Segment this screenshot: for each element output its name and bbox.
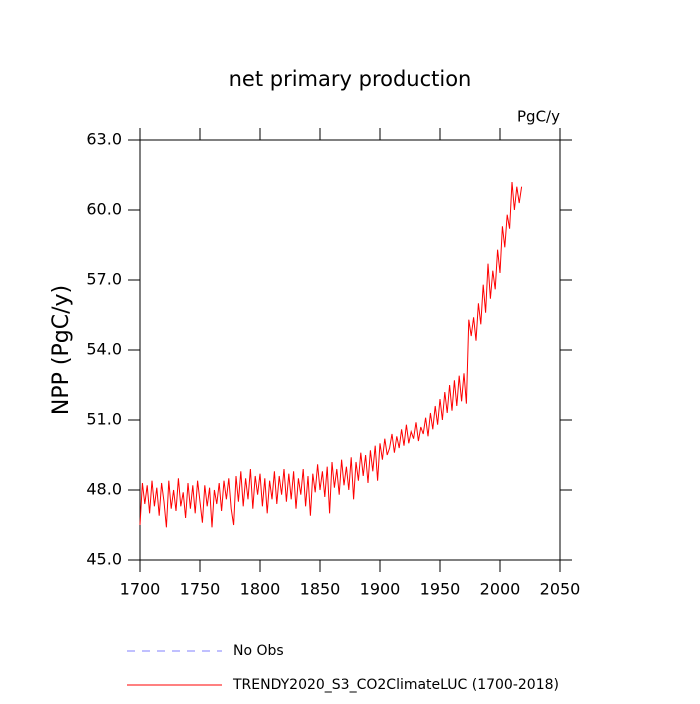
y-tick-label: 48.0 <box>86 480 122 499</box>
y-tick-label: 57.0 <box>86 270 122 289</box>
x-tick-label: 2000 <box>480 580 521 599</box>
y-axis-label: NPP (PgC/y) <box>49 285 74 415</box>
x-tick-label: 1950 <box>420 580 461 599</box>
data-line <box>139 181 523 528</box>
y-tick-label: 45.0 <box>86 550 122 569</box>
y-tick-label: 63.0 <box>86 130 122 149</box>
x-tick-label: 1800 <box>240 580 281 599</box>
x-tick-label: 2050 <box>540 580 581 599</box>
legend-label: TRENDY2020_S3_CO2ClimateLUC (1700-2018) <box>232 677 559 693</box>
y-tick-label: 60.0 <box>86 200 122 219</box>
units: PgC/y <box>517 108 560 126</box>
chart-title: net primary production <box>229 67 472 91</box>
y-tick-label: 51.0 <box>86 410 122 429</box>
x-tick-label: 1850 <box>300 580 341 599</box>
x-tick-label: 1900 <box>360 580 401 599</box>
legend-label: No Obs <box>233 643 284 659</box>
y-tick-label: 54.0 <box>86 340 122 359</box>
x-tick-label: 1750 <box>180 580 221 599</box>
x-tick-label: 1700 <box>120 580 161 599</box>
